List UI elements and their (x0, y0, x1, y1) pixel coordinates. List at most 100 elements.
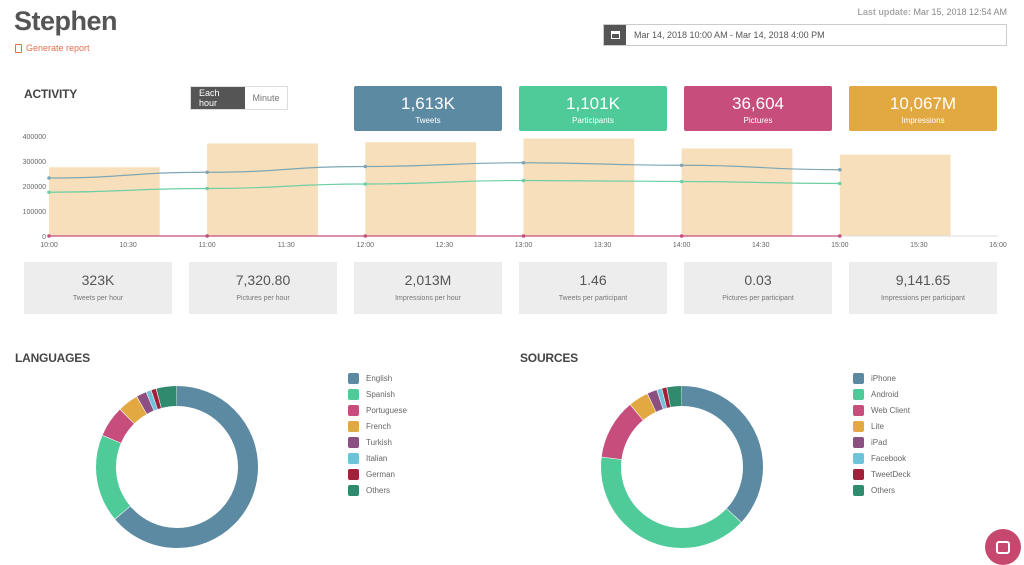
chat-button[interactable] (985, 529, 1021, 565)
legend-item[interactable]: French (348, 418, 407, 434)
languages-title: LANGUAGES (15, 351, 90, 365)
legend-swatch (853, 420, 864, 432)
series-point[interactable] (205, 170, 209, 175)
activity-title: ACTIVITY (24, 87, 78, 101)
legend-item[interactable]: Turkish (348, 434, 407, 450)
legend-label: Facebook (871, 453, 907, 463)
legend-swatch (348, 484, 359, 496)
series-point[interactable] (363, 164, 368, 169)
series-point[interactable] (679, 163, 684, 168)
stat-value: 0.03 (744, 272, 772, 288)
activity-bar[interactable] (207, 143, 318, 237)
series-point[interactable] (838, 234, 842, 238)
legend-label: iPhone (871, 373, 896, 383)
series-point[interactable] (521, 234, 526, 238)
donut-slice[interactable] (96, 386, 258, 548)
legend-label: Lite (871, 421, 884, 431)
donut-slice[interactable] (601, 386, 763, 548)
legend-swatch (853, 372, 864, 384)
legend-swatch (853, 452, 864, 464)
series-point[interactable] (679, 234, 684, 238)
series-line (48, 162, 840, 179)
series-line (48, 179, 840, 193)
series-point[interactable] (838, 167, 842, 172)
stat-label: Pictures per hour (236, 295, 290, 302)
series-point[interactable] (521, 160, 526, 165)
last-update-value: Mar 15, 2018 12:54 AM (913, 7, 1007, 17)
series-point[interactable] (838, 181, 842, 186)
stat-value: 323K (81, 272, 115, 288)
legend-item[interactable]: Italian (348, 450, 407, 466)
series-point[interactable] (47, 176, 51, 180)
legend-label: Others (871, 485, 896, 495)
series-point[interactable] (679, 179, 684, 184)
legend-label: Others (366, 485, 391, 495)
y-tick-label: 200000 (23, 184, 46, 191)
minute-button[interactable]: Minute (245, 87, 287, 109)
kpi-label: Pictures (743, 116, 773, 125)
stat-value: 9,141.65 (895, 272, 951, 288)
legend-item[interactable]: Lite (853, 418, 911, 434)
x-tick-label: 12:00 (357, 242, 375, 249)
series-point[interactable] (205, 234, 209, 238)
legend-item[interactable]: Others (853, 482, 911, 498)
stat-impressions-per-hour: 2,013M Impressions per hour (354, 262, 502, 314)
series-point[interactable] (47, 234, 51, 238)
legend-swatch (348, 404, 359, 416)
series-point[interactable] (363, 234, 368, 238)
stat-label: Tweets per participant (558, 295, 628, 302)
last-update-label: Last update: (857, 7, 911, 17)
date-range-picker[interactable]: Mar 14, 2018 10:00 AM - Mar 14, 2018 4:0… (603, 24, 1007, 46)
legend-item[interactable]: Portuguese (348, 402, 407, 418)
legend-label: Turkish (366, 437, 392, 447)
legend-item[interactable]: English (348, 370, 407, 386)
languages-donut-chart (96, 386, 258, 548)
x-tick-label: 14:30 (752, 242, 770, 249)
legend-item[interactable]: TweetDeck (853, 466, 911, 482)
legend-label: English (366, 373, 393, 383)
donut-slice[interactable] (601, 386, 763, 548)
legend-item[interactable]: Web Client (853, 402, 911, 418)
activity-bar[interactable] (523, 138, 635, 237)
legend-label: Web Client (871, 405, 910, 415)
series-point[interactable] (205, 186, 209, 191)
x-tick-label: 15:00 (831, 242, 849, 249)
calendar-icon[interactable] (604, 25, 626, 45)
x-tick-label: 13:00 (515, 242, 533, 249)
series-point[interactable] (363, 182, 368, 186)
x-tick-label: 12:30 (436, 242, 454, 249)
legend-item[interactable]: iPhone (853, 370, 911, 386)
kpi-impressions: 10,067M Impressions (849, 86, 997, 131)
activity-bar[interactable] (365, 142, 477, 236)
legend-item[interactable]: Facebook (853, 450, 911, 466)
document-icon (15, 43, 22, 53)
series-point[interactable] (521, 178, 526, 183)
stat-label: Impressions per hour (395, 295, 461, 302)
legend-item[interactable]: Others (348, 482, 407, 498)
legend-item[interactable]: iPad (853, 434, 911, 450)
activity-bar[interactable] (839, 154, 951, 236)
stat-value: 7,320.80 (235, 272, 291, 288)
legend-swatch (853, 436, 864, 448)
chat-icon (996, 540, 1010, 554)
stat-value: 1.46 (579, 272, 607, 288)
legend-item[interactable]: Spanish (348, 386, 407, 402)
legend-item[interactable]: Android (853, 386, 911, 402)
stat-value: 2,013M (404, 272, 452, 288)
legend-label: French (366, 421, 391, 431)
stat-label: Impressions per participant (880, 295, 966, 302)
kpi-pictures: 36,604 Pictures (684, 86, 832, 131)
legend-swatch (853, 388, 864, 400)
each-hour-button[interactable]: Each hour (191, 87, 245, 109)
generate-report-link[interactable]: Generate report (15, 43, 90, 53)
legend-item[interactable]: German (348, 466, 407, 482)
x-tick-label: 10:30 (119, 242, 137, 249)
kpi-tweets: 1,613K Tweets (354, 86, 502, 131)
x-tick-label: 14:00 (673, 242, 691, 249)
series-point[interactable] (47, 190, 51, 195)
activity-chart: 0 100000 200000 300000 400000 10:00 10:30 11:00… (23, 134, 1007, 249)
donut-slice[interactable] (96, 386, 258, 548)
activity-bar[interactable] (681, 148, 793, 237)
activity-bar[interactable] (49, 167, 160, 236)
y-tick-label: 0 (42, 234, 46, 241)
